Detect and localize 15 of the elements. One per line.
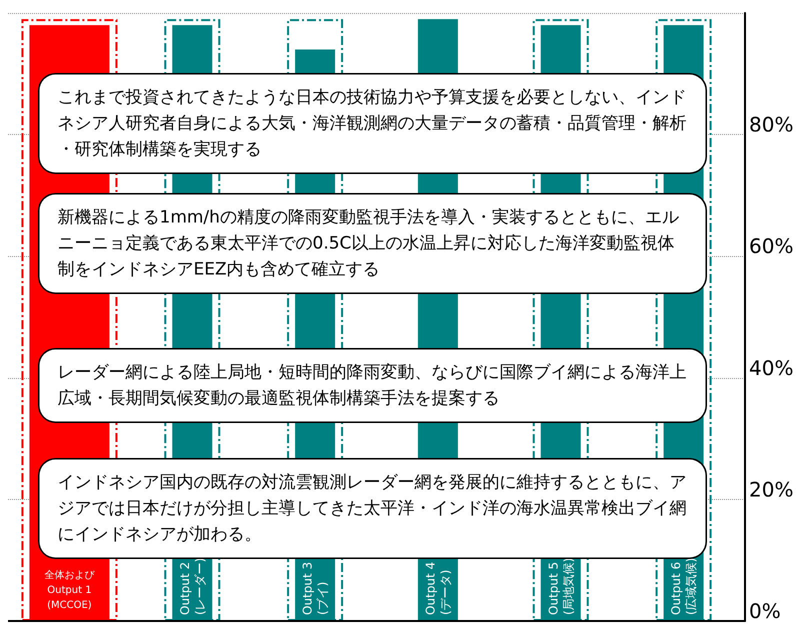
x-tick-label: Output 3 (ブイ): [300, 562, 330, 615]
x-tick-label: Output 2 (レーダー): [178, 558, 207, 615]
x-tick-label: Output 4 (データ): [423, 562, 452, 615]
y-tick-label: 40%: [749, 356, 794, 380]
x-tick-label: Output 5 (局地気候): [546, 558, 576, 615]
annotation: 新機器による1mm/hの精度の降雨変動監視手法を導入・実装するとともに、エルニーニョ定義である東太平洋での0.5C以上の水温上昇に対応した海洋変動監視体制をインドネシアEEZ内も含めて確立する: [58, 208, 679, 280]
y-tick-label: 80%: [749, 112, 794, 137]
x-tick-label: 全体および Output 1 (MCCOE): [44, 569, 96, 611]
annotation: これまで投資されてきたような日本の技術協力や予算支援を必要としない、インドネシア人研究者自身による大気・海洋観測網の大量データの蓄積・品質管理・解析・研究体制構築を実現する: [58, 88, 686, 160]
x-tick-label: Output 6 (広域気候): [669, 558, 698, 615]
annotation: レーダー網による陸上局地・短時間的降雨変動、ならびに国際ブイ網による海洋上広域・長期間気候変動の最適監視体制構築手法を提案する: [58, 362, 686, 408]
annotation: インドネシア国内の既存の対流雲観測レーダー網を発展的に維持するとともに、アジアでは日本だけが分担し主導してきた太平洋・インド洋の海水温異常検出ブイ網にインドネシアが加わる。: [58, 472, 686, 544]
y-tick-label: 20%: [749, 477, 794, 502]
y-tick-label: 60%: [749, 234, 794, 258]
y-tick-label: 0%: [749, 599, 781, 623]
